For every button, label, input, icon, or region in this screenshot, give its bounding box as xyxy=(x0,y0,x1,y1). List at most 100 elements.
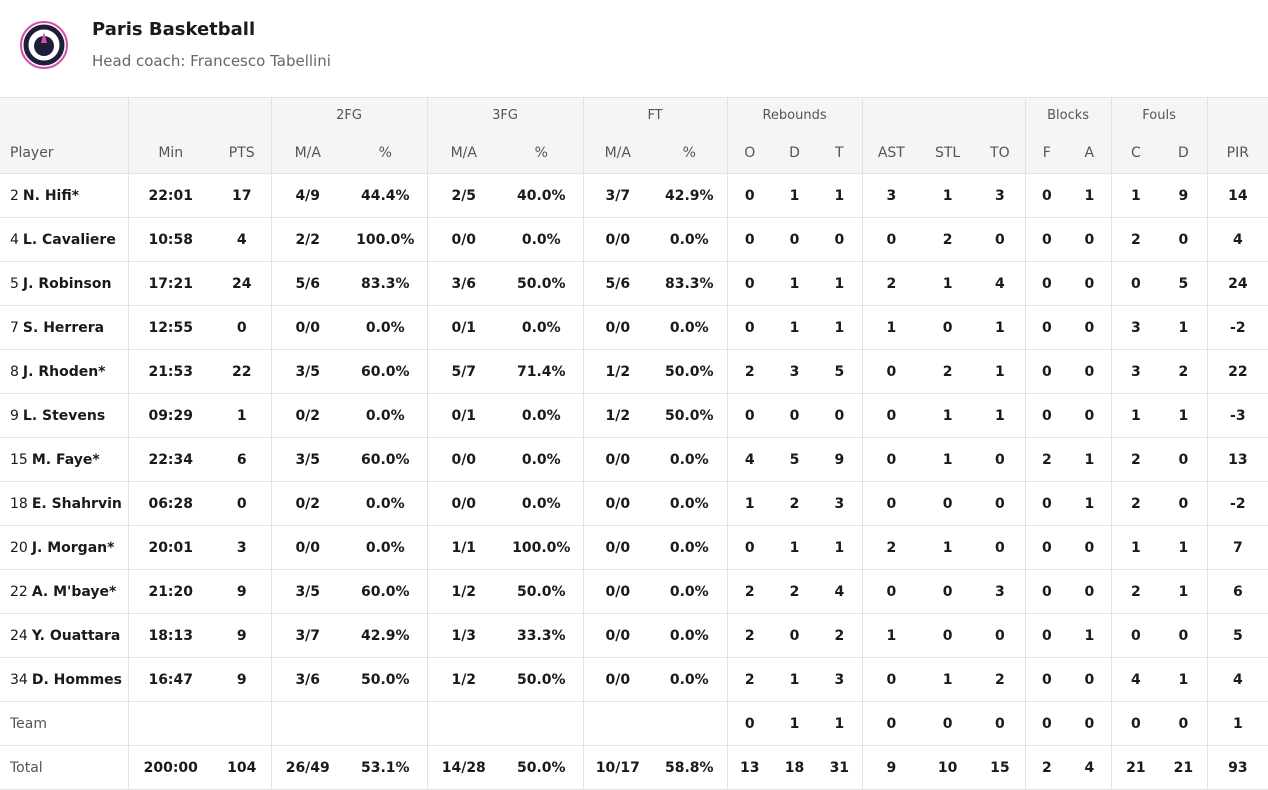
stat-cell: 0 xyxy=(1160,437,1208,482)
player-row: 24 Y. Ouattara 18:13 9 3/7 42.9% 1/3 33.3% 0/0 0.… xyxy=(0,613,1268,658)
stat-cell: 2 xyxy=(726,613,773,658)
stat-cell: 0 xyxy=(1024,701,1069,746)
stat-cell: 1 xyxy=(920,525,976,570)
stat-cell: 2 xyxy=(772,481,818,526)
stat-cell: 2 xyxy=(726,569,773,614)
stat-cell: 1 xyxy=(772,525,818,570)
stat-cell: 0.0% xyxy=(652,305,728,350)
stat-cell: 0 xyxy=(1160,217,1208,262)
stat-cell: 3/7 xyxy=(582,173,653,218)
stat-cell: 21:53 xyxy=(127,349,213,394)
column-header: T xyxy=(817,132,863,174)
stat-cell: -3 xyxy=(1206,393,1268,438)
player-cell: 15 M. Faye* xyxy=(0,437,128,482)
stat-cell: 50.0% xyxy=(500,745,584,790)
player-cell: 4 L. Cavaliere xyxy=(0,217,128,262)
stat-cell: 0 xyxy=(1160,481,1208,526)
stat-cell: 09:29 xyxy=(127,393,213,438)
stat-cell: 4 xyxy=(975,261,1026,306)
stat-cell: 0/0 xyxy=(426,481,501,526)
group-header: FT xyxy=(582,97,728,132)
stat-cell: 0 xyxy=(1024,525,1069,570)
stat-cell: 7 xyxy=(1206,525,1268,570)
stat-cell: 0 xyxy=(1068,701,1112,746)
stat-cell: 16:47 xyxy=(127,657,213,702)
stat-cell: 0.0% xyxy=(344,305,428,350)
player-number: 5 xyxy=(10,275,19,292)
stat-cell: 4/9 xyxy=(270,173,344,218)
stat-cell: 0 xyxy=(1068,305,1112,350)
stat-cell: 0 xyxy=(975,481,1026,526)
stat-cell: 0 xyxy=(861,701,921,746)
stat-cell: 1 xyxy=(1160,569,1208,614)
stat-cell: 1 xyxy=(920,173,976,218)
stat-cell: 14/28 xyxy=(426,745,501,790)
stat-cell xyxy=(500,701,584,746)
player-number: 15 xyxy=(10,451,28,468)
stat-cell: 60.0% xyxy=(344,437,428,482)
stat-cell: 3/5 xyxy=(270,569,344,614)
stat-cell: 3/5 xyxy=(270,437,344,482)
stat-cell: 5 xyxy=(1206,613,1268,658)
stat-cell: 1 xyxy=(726,481,773,526)
stat-cell: 4 xyxy=(1206,657,1268,702)
player-number: 24 xyxy=(10,627,28,644)
player-name: S. Herrera xyxy=(22,319,105,336)
stat-cell: 22:34 xyxy=(127,437,213,482)
stat-cell: 200:00 xyxy=(127,745,213,790)
column-header: M/A xyxy=(582,132,653,174)
stat-cell: 0 xyxy=(772,393,818,438)
player-row: 2 N. Hifi* 22:01 17 4/9 44.4% 2/5 40.0% 3/7 42.9%… xyxy=(0,173,1268,218)
stat-cell xyxy=(652,701,728,746)
stat-cell: 22 xyxy=(213,349,271,394)
stat-cell: 0.0% xyxy=(344,525,428,570)
stat-cell: 2 xyxy=(920,349,976,394)
stat-cell: 0 xyxy=(975,613,1026,658)
stat-cell: 0 xyxy=(1110,613,1161,658)
stat-cell: 0 xyxy=(975,525,1026,570)
column-header: STL xyxy=(920,132,976,174)
stat-cell: 3 xyxy=(1110,349,1161,394)
stat-cell: 0 xyxy=(1024,481,1069,526)
stat-cell: 2/2 xyxy=(270,217,344,262)
stat-cell: 0/1 xyxy=(426,305,501,350)
stat-cell: 42.9% xyxy=(344,613,428,658)
group-header xyxy=(127,97,271,132)
stat-cell: 0/0 xyxy=(270,305,344,350)
stat-cell: 1 xyxy=(861,613,921,658)
player-number: 22 xyxy=(10,583,28,600)
stat-cell: 50.0% xyxy=(500,569,584,614)
stat-cell: 44.4% xyxy=(344,173,428,218)
player-name: E. Shahrvin xyxy=(31,495,122,512)
stat-cell: 1 xyxy=(1160,657,1208,702)
player-name: M. Faye* xyxy=(31,451,100,468)
stat-cell: 3/7 xyxy=(270,613,344,658)
stat-cell: 1/2 xyxy=(426,569,501,614)
stat-cell: 22:01 xyxy=(127,173,213,218)
stat-cell: 1 xyxy=(1068,481,1112,526)
stat-cell: 5/6 xyxy=(582,261,653,306)
player-row: 8 J. Rhoden* 21:53 22 3/5 60.0% 5/7 71.4% 1/2 50.… xyxy=(0,349,1268,394)
player-name: L. Stevens xyxy=(22,407,106,424)
stat-cell: 0/0 xyxy=(582,613,653,658)
stat-cell: 1 xyxy=(1206,701,1268,746)
stat-cell: 3 xyxy=(213,525,271,570)
stat-cell: 21:20 xyxy=(127,569,213,614)
stat-cell: 17:21 xyxy=(127,261,213,306)
stat-cell: 0.0% xyxy=(500,217,584,262)
stat-cell: 0 xyxy=(1024,657,1069,702)
player-name: Y. Ouattara xyxy=(31,627,121,644)
player-row: 9 L. Stevens 09:29 1 0/2 0.0% 0/1 0.0% 1/2 50.0% 0… xyxy=(0,393,1268,438)
stat-cell: 3 xyxy=(817,481,863,526)
player-number: 34 xyxy=(10,671,28,688)
stat-cell: 0 xyxy=(920,305,976,350)
stat-cell: 0 xyxy=(920,613,976,658)
stat-cell: 0.0% xyxy=(344,481,428,526)
stat-cell: 2 xyxy=(1110,481,1161,526)
stat-cell: 58.8% xyxy=(652,745,728,790)
stat-cell: 1 xyxy=(1068,613,1112,658)
stat-cell: 1 xyxy=(772,173,818,218)
row-label: Team xyxy=(10,715,48,732)
column-header: D xyxy=(772,132,818,174)
column-header: % xyxy=(344,132,428,174)
